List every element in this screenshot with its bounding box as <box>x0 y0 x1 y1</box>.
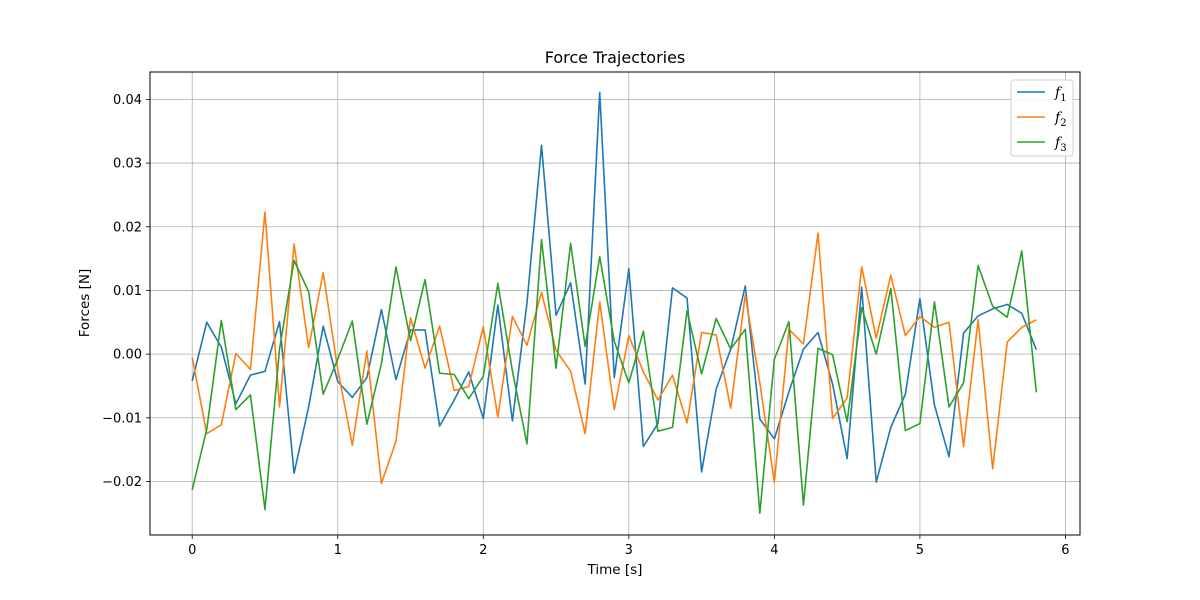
legend-label-base: f <box>1054 110 1063 126</box>
axis-ticks: 0 1 2 3 4 5 6 −0.02 −0.01 0.00 0.01 0.02 0.03 0.04 <box>102 93 1069 558</box>
x-tick-label: 5 <box>916 543 924 558</box>
legend-box <box>1010 79 1074 157</box>
y-tick-label: −0.02 <box>102 475 142 490</box>
legend-label-subscript: 2 <box>1060 118 1066 129</box>
legend-label-f2: f2 <box>1054 110 1067 129</box>
legend-label-f1: f1 <box>1054 85 1067 104</box>
y-tick-label: −0.01 <box>102 411 142 426</box>
grid <box>150 72 1080 535</box>
x-tick-label: 4 <box>770 543 778 558</box>
legend-label-f3: f3 <box>1054 135 1067 154</box>
y-tick-label: 0.02 <box>113 220 142 235</box>
x-axis-label: Time [s] <box>587 562 643 578</box>
legend-label-base: f <box>1054 85 1063 101</box>
legend-label-subscript: 3 <box>1060 143 1066 154</box>
y-axis-label: Forces [N] <box>77 269 93 337</box>
x-tick-label: 1 <box>334 543 342 558</box>
x-tick-label: 3 <box>625 543 633 558</box>
y-tick-label: 0.03 <box>113 157 142 172</box>
y-tick-label: 0.04 <box>113 93 142 108</box>
chart-title: Force Trajectories <box>545 48 686 67</box>
y-tick-label: 0.01 <box>113 284 142 299</box>
plot-frame <box>149 71 1081 536</box>
x-tick-label: 6 <box>1061 543 1069 558</box>
series-line-f3 <box>191 238 1038 515</box>
legend-label-base: f <box>1054 135 1063 151</box>
x-tick-label: 0 <box>188 543 196 558</box>
plot-lines <box>191 91 1038 515</box>
x-tick-label: 2 <box>479 543 487 558</box>
y-tick-label: 0.00 <box>113 348 142 363</box>
series-line-f2 <box>191 211 1037 485</box>
series-line-f1 <box>191 91 1038 483</box>
legend-label-subscript: 1 <box>1060 93 1066 104</box>
